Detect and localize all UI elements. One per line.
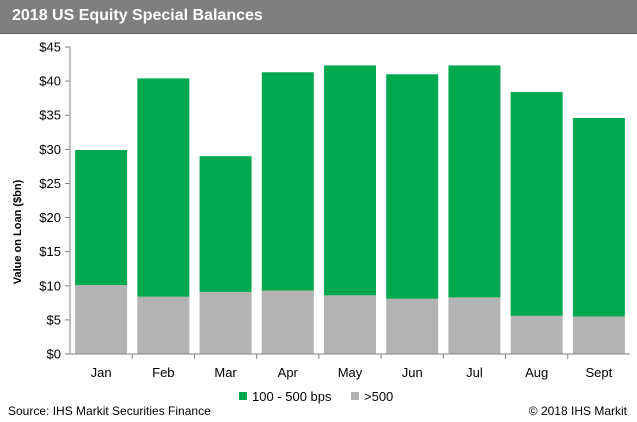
- x-tick-label: Sept: [586, 365, 613, 380]
- x-tick-label: Aug: [525, 365, 548, 380]
- source-note: Source: IHS Markit Securities Finance: [8, 404, 211, 418]
- y-axis-label: Value on Loan ($bn): [12, 179, 24, 284]
- chart-title-bar: 2018 US Equity Special Balances: [0, 0, 637, 34]
- x-tick-label: Jan: [91, 365, 112, 380]
- legend-label: >500: [364, 389, 393, 404]
- y-tick-label: $15: [39, 244, 61, 259]
- bar-segment-over-500: [324, 295, 376, 354]
- y-tick-label: $20: [39, 210, 61, 225]
- x-tick-label: May: [338, 365, 363, 380]
- bar-segment-100-500-bps: [448, 65, 501, 298]
- legend-swatch: [239, 392, 247, 400]
- y-tick-label: $45: [39, 40, 61, 55]
- y-tick-label: $35: [39, 108, 61, 123]
- bar-segment-100-500-bps: [199, 156, 252, 292]
- bar-segment-over-500: [137, 296, 190, 354]
- x-tick-label: Jul: [466, 365, 483, 380]
- chart-title: 2018 US Equity Special Balances: [12, 7, 263, 24]
- bar-segment-over-500: [386, 298, 439, 354]
- y-tick-label: $40: [39, 74, 61, 89]
- bar-segment-100-500-bps: [137, 78, 190, 297]
- legend-swatch: [351, 392, 359, 400]
- y-tick-label: $30: [39, 142, 61, 157]
- bar-segment-100-500-bps: [261, 72, 314, 291]
- y-tick-label: $10: [39, 278, 61, 293]
- legend-label: 100 - 500 bps: [252, 389, 332, 404]
- bar-segment-over-500: [75, 285, 128, 354]
- bar-segment-over-500: [510, 315, 563, 354]
- bar-segment-100-500-bps: [510, 92, 563, 316]
- x-tick-label: Feb: [152, 365, 174, 380]
- bar-segment-100-500-bps: [572, 117, 625, 317]
- plot-area: $0 $5 $10 $15 $20 $25 $30 $35 $40 $45 Jan Feb Mar Apr…: [39, 40, 630, 380]
- bar-segment-over-500: [572, 316, 625, 354]
- bar-segment-over-500: [199, 291, 252, 354]
- bar-segment-over-500: [261, 290, 314, 354]
- x-tick-label: Jun: [402, 365, 423, 380]
- x-tick-label: Apr: [278, 365, 299, 380]
- bar-segment-100-500-bps: [75, 150, 128, 286]
- bar-segment-over-500: [448, 297, 501, 354]
- bar-segment-100-500-bps: [324, 65, 376, 296]
- copyright-note: © 2018 IHS Markit: [529, 404, 628, 418]
- bar-segment-100-500-bps: [386, 74, 439, 299]
- y-tick-label: $0: [47, 347, 61, 362]
- x-tick-label: Mar: [214, 365, 237, 380]
- y-tick-label: $25: [39, 176, 61, 191]
- legend: 100 - 500 bps >500: [239, 389, 393, 404]
- y-tick-label: $5: [47, 312, 61, 327]
